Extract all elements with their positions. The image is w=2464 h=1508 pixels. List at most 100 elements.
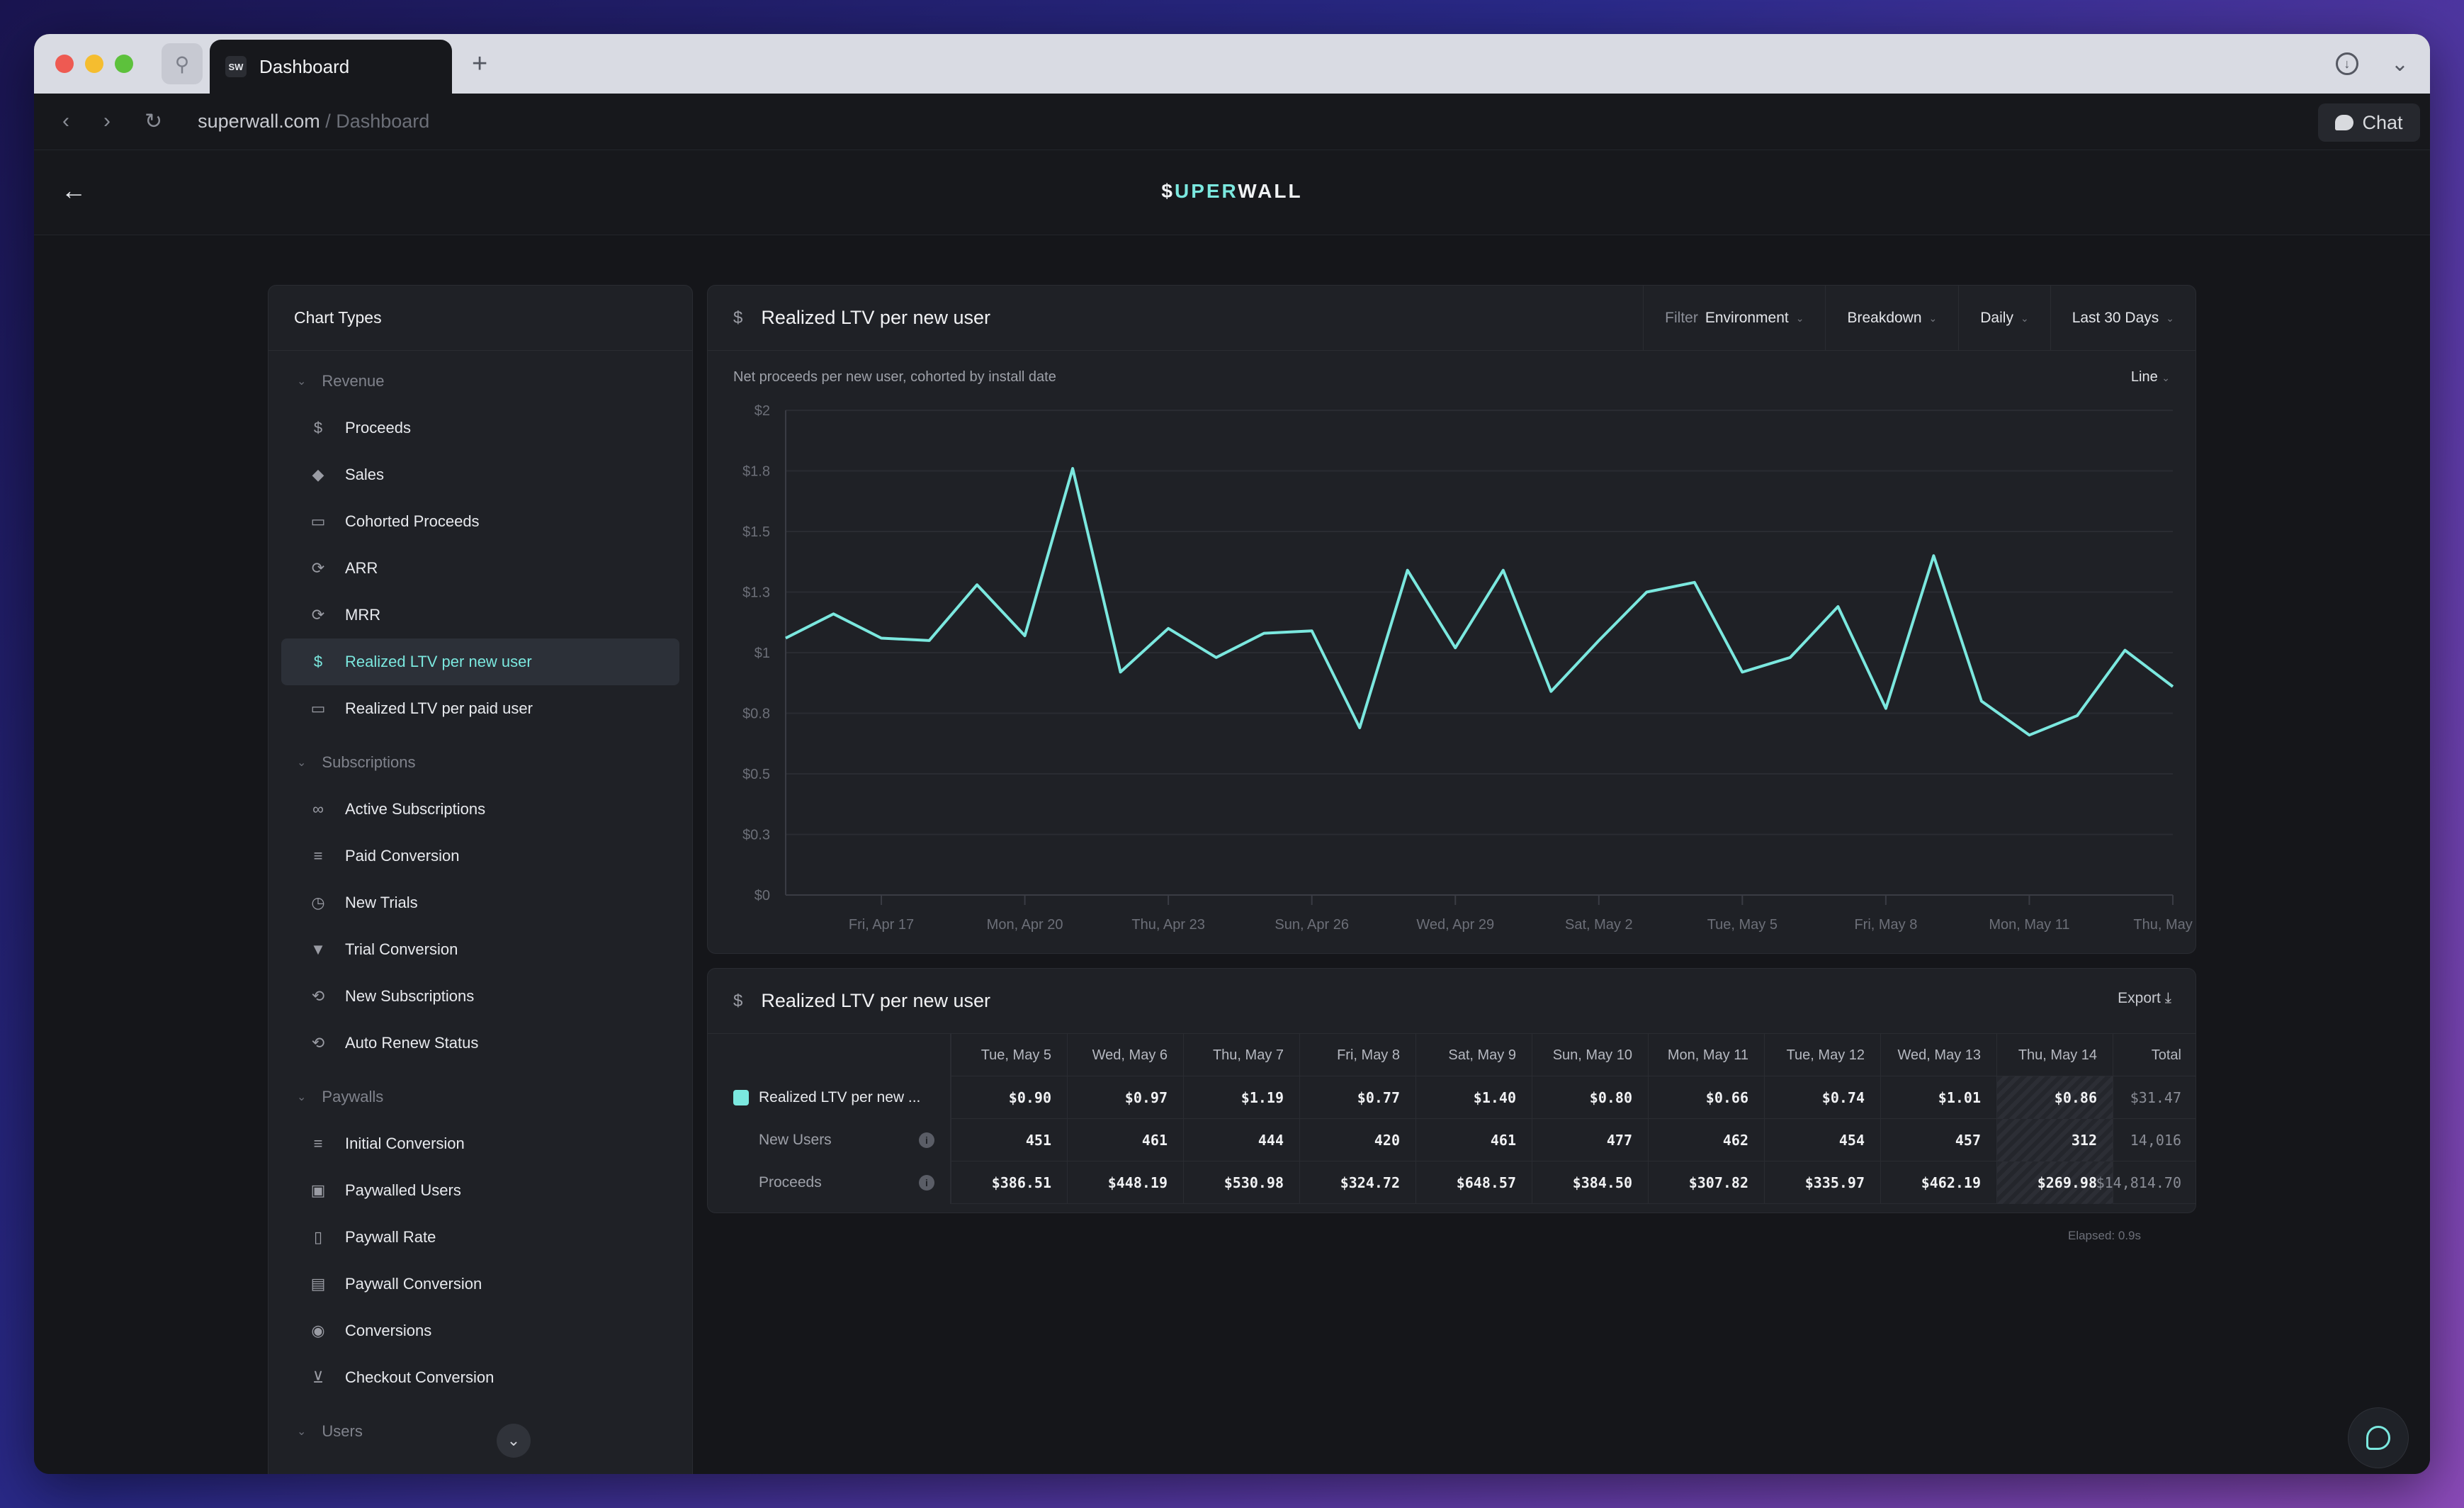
nav-controls: ‹ › ↻ [62, 109, 162, 134]
y-tick-label: $0.3 [742, 828, 770, 843]
phone-icon: ▯ [313, 1228, 323, 1246]
sidebar-item-sales[interactable]: ◆ Sales [281, 451, 679, 498]
column-header[interactable]: Thu, May 7 [1184, 1034, 1300, 1076]
url-field[interactable]: superwall.com / Dashboard [198, 111, 429, 133]
date-range-dropdown[interactable]: Last 30 Days ⌄ [2050, 286, 2195, 351]
sidebar-group-users[interactable]: ⌄ Users [269, 1408, 692, 1455]
row-label-text: Proceeds [759, 1174, 822, 1191]
column-header[interactable]: Thu, May 14 [1997, 1034, 2113, 1076]
sidebar-item-paywall-conversion[interactable]: ▤ Paywall Conversion [281, 1261, 679, 1307]
main-content: Chart Types ⌄ Revenue $ Proceeds ◆ Sales ▭ Coho… [34, 235, 2430, 1474]
sidebar-item-label: Initial Conversion [345, 1135, 465, 1152]
superwall-logo: $UPERWALL [1161, 180, 1303, 202]
column-header[interactable]: Tue, May 12 [1765, 1034, 1881, 1076]
column-header[interactable]: Sat, May 9 [1416, 1034, 1532, 1076]
sidebar-item-initial-conversion[interactable]: ≡ Initial Conversion [281, 1120, 679, 1167]
refresh-dollar-icon: ⟳ [311, 559, 325, 577]
chat-button[interactable]: Chat [2318, 103, 2420, 142]
download-icon[interactable]: ↓ [2335, 52, 2358, 75]
close-window-button[interactable] [55, 55, 74, 73]
sidebar-item-paid-conversion[interactable]: ≡ Paid Conversion [281, 833, 679, 879]
back-icon[interactable]: ‹ [62, 109, 69, 133]
sidebar-item-label: Cohorted Proceeds [345, 512, 480, 530]
sidebar-item-checkout-conversion[interactable]: ⊻ Checkout Conversion [281, 1354, 679, 1401]
sidebar-item-cohorted-proceeds[interactable]: ▭ Cohorted Proceeds [281, 498, 679, 545]
support-chat-button[interactable] [2348, 1407, 2409, 1468]
forward-icon[interactable]: › [103, 109, 111, 133]
table-row: 451 461 444 420 461 477 462 454 457 312 14,016 New … [708, 1119, 2195, 1161]
sidebar-item-active-subscriptions[interactable]: ∞ Active Subscriptions [281, 786, 679, 833]
url-path: / Dashboard [320, 111, 430, 132]
sidebar-item-proceeds[interactable]: $ Proceeds [281, 405, 679, 451]
table-cell: 477 [1532, 1119, 1649, 1161]
column-header[interactable]: Mon, May 11 [1649, 1034, 1765, 1076]
sidebar-item-conversions[interactable]: ◉ Conversions [281, 1307, 679, 1354]
export-button[interactable]: Export ⤓ [2118, 990, 2171, 1006]
sidebar-item-paywalled-users[interactable]: ▣ Paywalled Users [281, 1167, 679, 1214]
chevron-down-icon: ⌄ [297, 757, 307, 769]
sidebar-item-mrr[interactable]: ⟳ MRR [281, 592, 679, 638]
refresh-icon: ⟲ [311, 987, 325, 1005]
series-swatch [733, 1090, 749, 1105]
info-icon[interactable]: i [919, 1175, 934, 1191]
table-cell: $1.01 [1881, 1076, 1997, 1119]
reload-icon[interactable]: ↻ [145, 110, 163, 133]
table-cell: 461 [1068, 1119, 1184, 1161]
info-icon[interactable]: i [919, 1132, 934, 1148]
sidebar-item-paywall-rate[interactable]: ▯ Paywall Rate [281, 1214, 679, 1261]
x-tick-label: Sun, Apr 26 [1275, 917, 1349, 933]
sidebar-item-new-subscriptions[interactable]: ⟲ New Subscriptions [281, 973, 679, 1020]
dollar-icon: $ [313, 653, 323, 670]
table-cell: $0.90 [835, 1076, 1068, 1119]
chevron-down-icon: ⌄ [297, 376, 307, 388]
y-tick-label: $0.8 [742, 707, 770, 722]
calendar-icon: ▭ [310, 699, 326, 717]
column-header[interactable]: Total [2151, 1047, 2181, 1063]
chevron-down-icon: ⌄ [1795, 312, 1804, 324]
sidebar-item-trial-conversion[interactable]: ▼ Trial Conversion [281, 926, 679, 973]
interval-dropdown[interactable]: Daily ⌄ [1958, 286, 2050, 351]
elapsed-time: Elapsed: 0.9s [2067, 1229, 2141, 1242]
sidebar-item-label: Active Subscriptions [345, 800, 486, 818]
new-tab-icon[interactable]: + [472, 48, 488, 79]
browser-tab[interactable]: SW Dashboard [210, 40, 452, 94]
table-cell: $307.82 [1649, 1161, 1765, 1204]
chat-label: Chat [2362, 111, 2403, 133]
minimize-window-button[interactable] [85, 55, 103, 73]
y-tick-label: $0.5 [742, 767, 770, 782]
scroll-down-button[interactable]: ⌄ [497, 1424, 531, 1458]
column-header[interactable]: Fri, May 8 [1300, 1034, 1416, 1076]
column-header[interactable]: Wed, May 6 [1068, 1034, 1184, 1076]
url-domain: superwall.com [198, 111, 320, 132]
sidebar-group-subscriptions[interactable]: ⌄ Subscriptions [269, 739, 692, 786]
sidebar-item-label: Realized LTV per paid user [345, 699, 533, 717]
sidebar-item-auto-renew-status[interactable]: ⟲ Auto Renew Status [281, 1020, 679, 1067]
table-cell: 457 [1881, 1119, 1997, 1161]
chart-style-dropdown[interactable]: Line ⌄ [2130, 369, 2170, 385]
sidebar-item-label: Sales [345, 466, 385, 483]
table-cell: $448.19 [1068, 1161, 1184, 1204]
refresh-dollar-icon: ⟳ [311, 606, 325, 624]
filter-dropdown[interactable]: Filter Environment ⌄ [1643, 286, 1825, 351]
table-cell: $31.47 [2130, 1089, 2181, 1106]
sidebar-item-arr[interactable]: ⟳ ARR [281, 545, 679, 592]
y-tick-label: $2 [755, 403, 770, 419]
table-cell: $384.50 [1532, 1161, 1649, 1204]
chevron-down-icon: ⌄ [2020, 312, 2029, 324]
chat-bubble-icon [2366, 1426, 2390, 1450]
column-header[interactable]: Wed, May 13 [1881, 1034, 1997, 1076]
chevron-down-icon[interactable]: ⌄ [2390, 52, 2409, 76]
column-header[interactable]: Sun, May 10 [1532, 1034, 1649, 1076]
table-cell: $0.80 [1532, 1076, 1649, 1119]
back-arrow-icon[interactable]: ← [61, 176, 86, 205]
sidebar-item-realized-ltv-per-paid-user[interactable]: ▭ Realized LTV per paid user [281, 685, 679, 732]
column-header[interactable]: Tue, May 5 [835, 1034, 1068, 1076]
zoom-window-button[interactable] [115, 55, 133, 73]
breakdown-dropdown[interactable]: Breakdown ⌄ [1825, 286, 1958, 351]
sidebar-item-new-trials[interactable]: ◷ New Trials [281, 879, 679, 926]
pin-icon[interactable]: ⚲ [162, 43, 203, 84]
sidebar-item-realized-ltv-per-new-user[interactable]: $ Realized LTV per new user [281, 638, 679, 685]
sidebar-group-revenue[interactable]: ⌄ Revenue [269, 358, 692, 405]
sidebar-group-label: Revenue [322, 372, 385, 390]
sidebar-group-paywalls[interactable]: ⌄ Paywalls [269, 1074, 692, 1120]
